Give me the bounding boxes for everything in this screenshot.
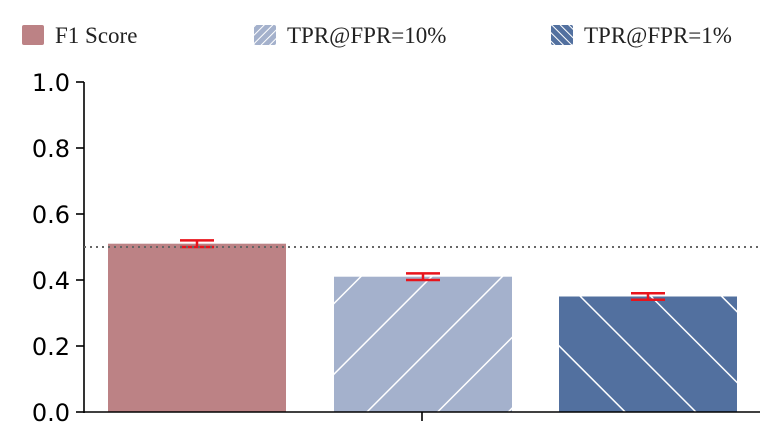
- bars: [108, 243, 737, 412]
- legend-swatch: [22, 25, 44, 45]
- y-tick-label: 0.6: [32, 201, 70, 229]
- bar: [108, 243, 286, 412]
- error-bar: [180, 239, 214, 249]
- legend-item: F1 Score: [22, 23, 137, 48]
- legend-swatch: [551, 25, 573, 45]
- y-tick-label: 1.0: [32, 69, 70, 97]
- y-tick-label: 0.4: [32, 267, 70, 295]
- error-bar: [631, 291, 665, 302]
- legend-label: TPR@FPR=10%: [287, 23, 446, 48]
- y-tick-label: 0.8: [32, 135, 70, 163]
- legend-swatch: [254, 25, 276, 45]
- error-bars: [180, 239, 665, 302]
- y-tick-label: 0.2: [32, 333, 70, 361]
- legend-item: TPR@FPR=1%: [551, 23, 732, 48]
- y-axis: 0.0 0.2 0.4 0.6 0.8 1.0: [32, 69, 85, 427]
- x-axis: [84, 411, 760, 421]
- bar: [334, 276, 512, 412]
- error-bar: [406, 272, 440, 282]
- y-tick-label: 0.0: [32, 399, 70, 427]
- bar: [559, 296, 737, 412]
- legend-label: F1 Score: [55, 23, 137, 48]
- legend-label: TPR@FPR=1%: [584, 23, 732, 48]
- legend-item: TPR@FPR=10%: [254, 23, 446, 48]
- legend: F1 Score TPR@FPR=10% TPR@FPR=1%: [22, 23, 732, 48]
